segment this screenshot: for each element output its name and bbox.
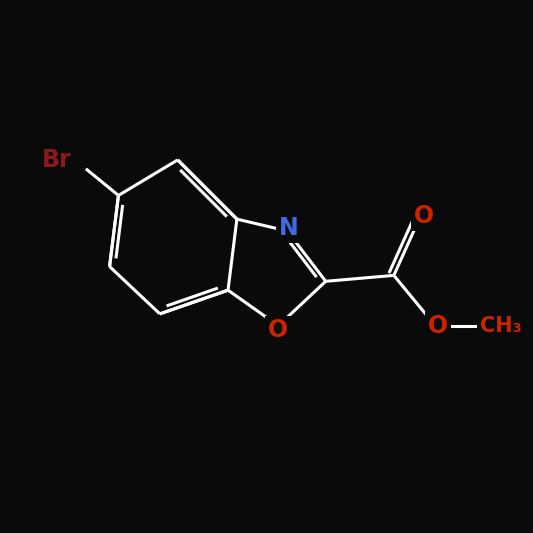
- Text: O: O: [428, 314, 448, 338]
- Text: O: O: [268, 318, 288, 343]
- Text: O: O: [414, 204, 433, 228]
- Text: N: N: [279, 216, 298, 240]
- Text: CH₃: CH₃: [480, 316, 521, 336]
- Text: Br: Br: [42, 148, 71, 172]
